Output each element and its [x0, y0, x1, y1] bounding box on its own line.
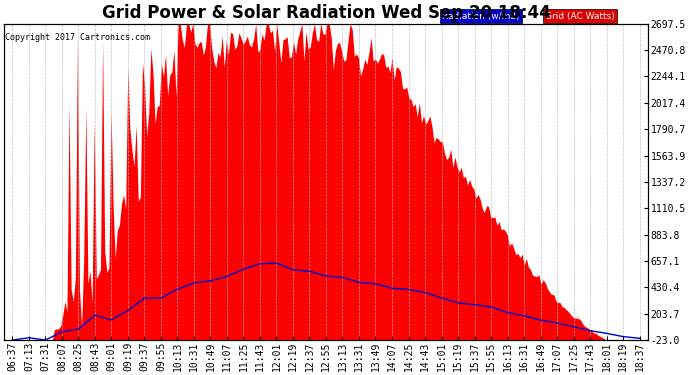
Text: Copyright 2017 Cartronics.com: Copyright 2017 Cartronics.com	[6, 33, 150, 42]
Title: Grid Power & Solar Radiation Wed Sep 20 18:44: Grid Power & Solar Radiation Wed Sep 20 …	[101, 4, 551, 22]
Text: Grid (AC Watts): Grid (AC Watts)	[545, 12, 615, 21]
Text: Radiation (w/m2): Radiation (w/m2)	[442, 12, 520, 21]
